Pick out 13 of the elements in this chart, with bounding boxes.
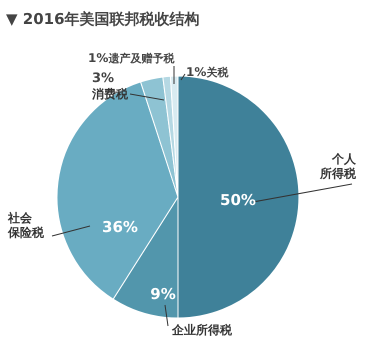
- data-label: 50%: [220, 191, 256, 209]
- data-label: 3%: [92, 71, 114, 86]
- slice-label: 遗产及赠予税: [107, 52, 176, 65]
- slice-label: 社会保险税: [7, 211, 45, 240]
- slice-label: 消费税: [91, 87, 129, 101]
- chart-title: ▼ 2016年美国联邦税收结构: [6, 10, 200, 28]
- data-label: 1%: [88, 51, 108, 65]
- data-label: 1%: [186, 65, 206, 79]
- slice-label: 关税: [205, 66, 230, 79]
- data-label: 36%: [102, 218, 138, 236]
- slice-label: 个人所得税: [319, 152, 357, 180]
- data-label: 9%: [150, 285, 176, 303]
- slice-label: 企业所得税: [171, 323, 233, 337]
